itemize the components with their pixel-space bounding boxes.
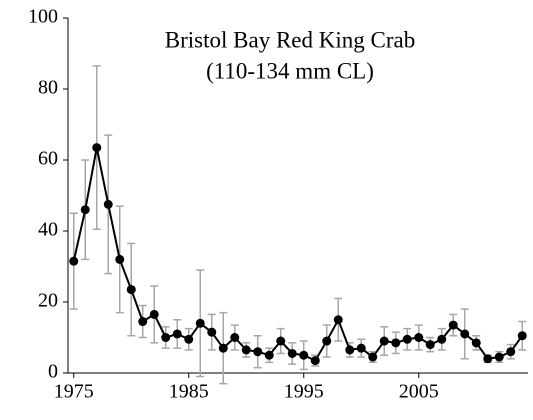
data-point <box>276 336 286 346</box>
data-point <box>241 345 251 355</box>
data-point <box>379 336 389 346</box>
x-tick-label: 1975 <box>54 381 94 403</box>
data-point <box>161 333 171 342</box>
x-tick-label: 1985 <box>169 381 209 403</box>
data-point <box>299 350 309 360</box>
y-tick-label: 60 <box>38 148 58 170</box>
data-point <box>138 317 148 327</box>
data-point <box>483 354 493 364</box>
data-point <box>460 329 470 339</box>
data-point <box>126 285 136 295</box>
data-point <box>92 143 102 153</box>
data-point <box>230 333 240 342</box>
data-point <box>80 205 90 215</box>
data-point <box>425 340 435 350</box>
x-tick-label: 1995 <box>284 381 324 403</box>
chart-subtitle: (110-134 mm CL) <box>206 58 374 83</box>
data-point <box>287 348 297 358</box>
chart-title: Bristol Bay Red King Crab <box>165 27 415 52</box>
data-point <box>333 315 343 325</box>
y-tick-label: 0 <box>48 361 58 383</box>
x-tick-label: 2005 <box>399 381 439 403</box>
data-point <box>264 350 274 360</box>
data-point <box>506 347 516 357</box>
y-tick-label: 40 <box>38 219 58 241</box>
data-point <box>345 345 355 355</box>
data-point <box>184 334 194 344</box>
data-point <box>402 334 412 344</box>
data-point <box>103 199 113 209</box>
data-point <box>471 338 481 348</box>
y-tick-label: 80 <box>38 77 58 99</box>
data-point <box>368 352 378 362</box>
data-point <box>356 343 366 353</box>
data-point <box>494 352 504 362</box>
y-tick-label: 20 <box>38 290 58 312</box>
data-point <box>391 338 401 348</box>
series-line <box>72 147 524 362</box>
data-point <box>172 329 182 339</box>
data-point <box>207 327 217 337</box>
data-point <box>115 254 125 264</box>
data-point <box>517 331 527 341</box>
data-point <box>414 333 424 342</box>
data-point <box>448 320 458 330</box>
data-point <box>437 334 447 344</box>
data-point <box>310 356 320 366</box>
data-point <box>218 343 228 353</box>
data-point <box>69 256 79 266</box>
y-tick-label: 100 <box>28 6 58 28</box>
data-point <box>195 318 205 328</box>
data-point <box>322 336 332 346</box>
data-point <box>149 309 159 319</box>
data-point <box>253 347 263 357</box>
